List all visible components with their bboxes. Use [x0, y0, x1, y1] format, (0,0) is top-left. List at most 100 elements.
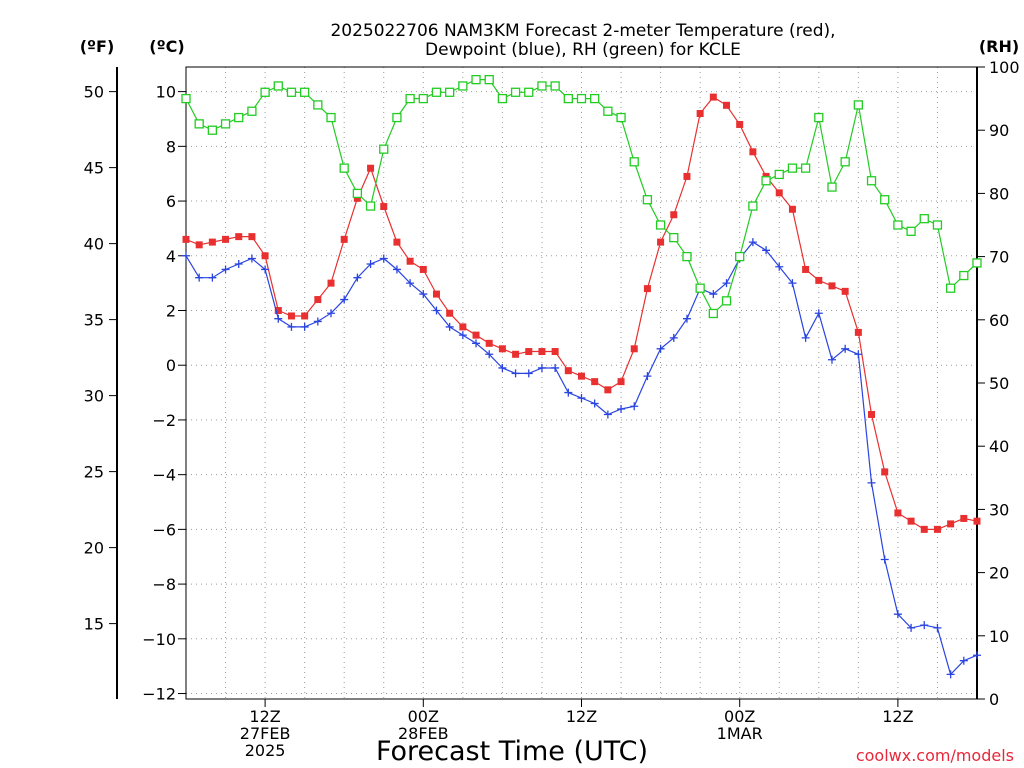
rh-point [735, 251, 745, 262]
fahrenheit-tick-label: 30 [84, 387, 104, 406]
rh-point [181, 93, 191, 104]
rh-point [827, 182, 837, 192]
temperature-point [208, 238, 216, 246]
temperature-point [353, 194, 361, 202]
rh-point [247, 106, 257, 116]
chart-title-line-2: Dewpoint (blue), RH (green) for KCLE [425, 40, 741, 60]
rh-tick-label: 30 [989, 500, 1009, 519]
temperature-point [525, 348, 533, 356]
temperature-point [960, 514, 968, 522]
rh-point [761, 176, 771, 186]
rh-point [299, 87, 310, 97]
temperature-point [696, 110, 704, 118]
rh-point [286, 87, 297, 97]
rh-point [919, 214, 929, 224]
dewpoint-point [524, 369, 533, 378]
dewpoint-point [788, 279, 797, 288]
rh-tick-label: 80 [989, 184, 1009, 203]
time-tick-label: 12Z [882, 707, 913, 726]
temperature-point [630, 345, 638, 353]
rh-point [853, 100, 863, 110]
temperature-point [261, 252, 269, 260]
temperature-point [485, 339, 493, 347]
fahrenheit-tick-label: 15 [84, 615, 104, 634]
fahrenheit-tick-label: 50 [84, 83, 104, 102]
rh-point [207, 125, 218, 135]
dewpoint-point [234, 259, 243, 268]
celsius-tick-label: −8 [152, 575, 176, 594]
rh-point [721, 296, 732, 306]
dewpoint-point [498, 363, 507, 372]
rh-point [431, 87, 442, 97]
rh-point [787, 163, 798, 173]
dewpoint-point [353, 273, 362, 282]
rh-point [510, 87, 521, 97]
temperature-point [380, 203, 388, 211]
dewpoint-point [617, 404, 626, 413]
rh-point [484, 74, 494, 85]
dewpoint-point [854, 350, 863, 359]
rh-point [563, 93, 573, 104]
temperature-point [749, 148, 757, 156]
temperature-point [274, 306, 282, 314]
dewpoint-point [577, 394, 586, 403]
temperature-point [578, 372, 585, 380]
dewpoint-point [564, 388, 573, 397]
temperature-point [854, 328, 862, 336]
temperature-series [182, 93, 981, 533]
temperature-point [723, 101, 731, 109]
rh-point [629, 157, 639, 167]
dewpoint-point [590, 399, 599, 408]
dewpoint-point [300, 322, 309, 331]
rh-point [379, 144, 389, 154]
dewpoint-point [182, 251, 190, 260]
rh-point [603, 106, 613, 116]
celsius-axis-unit: (ºC) [149, 37, 184, 56]
dewpoint-point [445, 322, 454, 331]
dewpoint-point [880, 555, 889, 564]
dewpoint-point [208, 273, 217, 282]
temperature-point [301, 312, 309, 320]
dewpoint-point [274, 314, 283, 323]
dewpoint-point [709, 290, 718, 299]
dewpoint-point [946, 670, 955, 679]
rh-point [260, 87, 270, 97]
temperature-point [551, 348, 559, 356]
temperature-point [419, 265, 427, 273]
dewpoint-point [603, 410, 612, 419]
celsius-tick-label: −2 [152, 411, 176, 430]
dewpoint-point [419, 290, 428, 299]
rh-axis-unit: (RH) [979, 37, 1019, 56]
temperature-point [512, 350, 520, 358]
dewpoint-point [511, 369, 520, 378]
rh-point [234, 112, 244, 123]
time-tick-label: 12Z [249, 707, 280, 726]
rh-point [194, 119, 204, 129]
temperature-point [235, 233, 243, 241]
dewpoint-point [485, 350, 494, 359]
temperature-point [670, 211, 678, 219]
rh-point [655, 220, 666, 230]
temperature-point [314, 296, 322, 304]
temperature-point [564, 367, 572, 375]
dewpoint-point [327, 309, 336, 318]
dewpoint-point [340, 295, 349, 304]
dewpoint-point [432, 306, 441, 315]
temperature-point [775, 189, 783, 197]
dewpoint-point [406, 279, 415, 288]
rh-point [932, 220, 943, 230]
temperature-point [973, 517, 981, 525]
celsius-tick-label: −10 [142, 630, 176, 649]
dewpoint-point [643, 372, 652, 381]
axis-ticks: 1086420−2−4−6−8−10−125045403530252015100… [84, 58, 1020, 760]
rh-point [537, 81, 547, 91]
rh-tick-label: 70 [989, 248, 1009, 267]
temperature-point [841, 287, 849, 295]
temperature-point [643, 285, 651, 293]
time-tick-label: 1MAR [717, 724, 763, 743]
dewpoint-point [472, 339, 481, 348]
fahrenheit-tick-label: 20 [84, 539, 104, 558]
rh-point [945, 283, 956, 293]
temperature-point [933, 525, 941, 533]
